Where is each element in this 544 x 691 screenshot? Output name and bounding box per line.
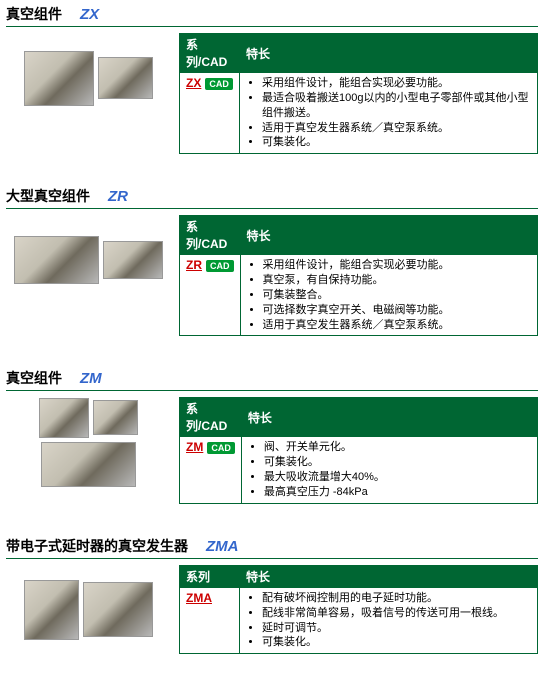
feature-item: 可集装化。 xyxy=(264,455,531,470)
product-image-placeholder xyxy=(24,580,79,640)
product-image-area xyxy=(6,397,171,487)
table-row: ZR CAD 采用组件设计，能组合实现必要功能。真空泵，有自保持功能。可集装整合。可… xyxy=(180,255,538,336)
section-code: ZR xyxy=(108,188,128,205)
section-header: 大型真空组件 ZR xyxy=(6,186,538,209)
product-image-placeholder xyxy=(103,241,163,279)
section-title: 真空组件 xyxy=(6,370,62,386)
features-cell: 采用组件设计，能组合实现必要功能。真空泵，有自保持功能。可集装整合。可选择数字真… xyxy=(240,255,538,336)
col-header-features: 特长 xyxy=(241,398,537,437)
table-row: ZX CAD 采用组件设计，能组合实现必要功能。最适合吸着搬送100g以内的小型电子… xyxy=(180,73,538,154)
series-link[interactable]: ZX xyxy=(186,76,201,90)
table-row: ZMA 配有破坏阀控制用的电子延时功能。配线非常简单容易，吸着信号的传送可用一根线… xyxy=(180,587,538,653)
section-body: 系列/CAD特长 ZX CAD 采用组件设计，能组合实现必要功能。最适合吸着搬送100… xyxy=(6,33,538,154)
series-cell: ZM CAD xyxy=(180,437,242,503)
series-cell: ZR CAD xyxy=(180,255,241,336)
product-section: 大型真空组件ZR系列/CAD特长ZRCAD采用组件设计，能组合实现必要功能。真空… xyxy=(6,186,538,336)
feature-item: 适用于真空发生器系统／真空泵系统。 xyxy=(263,318,532,333)
product-image-area xyxy=(6,215,171,305)
product-section: 真空组件ZX系列/CAD特长ZXCAD采用组件设计，能组合实现必要功能。最适合吸… xyxy=(6,4,538,154)
product-section: 真空组件ZM系列/CAD特长ZMCAD阀、开关单元化。可集装化。最大吸收流量增大… xyxy=(6,368,538,503)
col-header-series: 系列 xyxy=(180,565,240,587)
section-header: 带电子式延时器的真空发生器 ZMA xyxy=(6,536,538,559)
product-image-placeholder xyxy=(93,400,138,435)
section-title: 大型真空组件 xyxy=(6,188,90,204)
cad-badge[interactable]: CAD xyxy=(205,78,233,90)
section-body: 系列/CAD特长 ZM CAD 阀、开关单元化。可集装化。最大吸收流量增大40%。最高… xyxy=(6,397,538,503)
features-list: 采用组件设计，能组合实现必要功能。真空泵，有自保持功能。可集装整合。可选择数字真… xyxy=(247,258,532,332)
features-cell: 配有破坏阀控制用的电子延时功能。配线非常简单容易，吸着信号的传送可用一根线。延时… xyxy=(240,587,538,653)
feature-item: 延时可调节。 xyxy=(262,621,531,636)
table-row: ZM CAD 阀、开关单元化。可集装化。最大吸收流量增大40%。最高真空压力 -84… xyxy=(180,437,538,503)
col-header-features: 特长 xyxy=(240,216,538,255)
product-image-area xyxy=(6,565,171,655)
col-header-series: 系列/CAD xyxy=(180,398,242,437)
section-body: 系列/CAD特长 ZR CAD 采用组件设计，能组合实现必要功能。真空泵，有自保持功能… xyxy=(6,215,538,336)
cad-badge[interactable]: CAD xyxy=(206,260,234,272)
section-header: 真空组件 ZM xyxy=(6,368,538,391)
product-image-placeholder xyxy=(14,236,99,284)
feature-item: 可集装化。 xyxy=(262,135,531,150)
product-image-placeholder xyxy=(39,398,89,438)
cad-badge[interactable]: CAD xyxy=(207,442,235,454)
features-list: 采用组件设计，能组合实现必要功能。最适合吸着搬送100g以内的小型电子零部件或其… xyxy=(246,76,531,150)
feature-item: 可集装化。 xyxy=(262,635,531,650)
features-cell: 阀、开关单元化。可集装化。最大吸收流量增大40%。最高真空压力 -84kPa xyxy=(241,437,537,503)
features-list: 配有破坏阀控制用的电子延时功能。配线非常简单容易，吸着信号的传送可用一根线。延时… xyxy=(246,591,531,650)
series-link[interactable]: ZM xyxy=(186,440,203,454)
section-header: 真空组件 ZX xyxy=(6,4,538,27)
feature-item: 配线非常简单容易，吸着信号的传送可用一根线。 xyxy=(262,606,531,621)
spec-table: 系列/CAD特长 ZX CAD 采用组件设计，能组合实现必要功能。最适合吸着搬送100… xyxy=(179,33,538,154)
series-link[interactable]: ZR xyxy=(186,258,202,272)
series-cell: ZMA xyxy=(180,587,240,653)
section-title: 真空组件 xyxy=(6,6,62,22)
feature-item: 采用组件设计，能组合实现必要功能。 xyxy=(263,258,532,273)
series-cell: ZX CAD xyxy=(180,73,240,154)
section-code: ZMA xyxy=(206,538,239,555)
spec-table: 系列/CAD特长 ZM CAD 阀、开关单元化。可集装化。最大吸收流量增大40%。最高… xyxy=(179,397,538,503)
feature-item: 适用于真空发生器系统／真空泵系统。 xyxy=(262,121,531,136)
col-header-features: 特长 xyxy=(240,565,538,587)
col-header-series: 系列/CAD xyxy=(180,216,241,255)
product-image-placeholder xyxy=(24,51,94,106)
section-code: ZM xyxy=(80,370,102,387)
section-body: 系列特长 ZMA 配有破坏阀控制用的电子延时功能。配线非常简单容易，吸着信号的传送可… xyxy=(6,565,538,655)
features-cell: 采用组件设计，能组合实现必要功能。最适合吸着搬送100g以内的小型电子零部件或其… xyxy=(240,73,538,154)
feature-item: 真空泵，有自保持功能。 xyxy=(263,273,532,288)
product-image-placeholder xyxy=(41,442,136,487)
section-title: 带电子式延时器的真空发生器 xyxy=(6,538,188,554)
series-link[interactable]: ZMA xyxy=(186,591,212,605)
col-header-series: 系列/CAD xyxy=(180,34,240,73)
section-code: ZX xyxy=(80,6,99,23)
col-header-features: 特长 xyxy=(240,34,538,73)
spec-table: 系列/CAD特长 ZR CAD 采用组件设计，能组合实现必要功能。真空泵，有自保持功能… xyxy=(179,215,538,336)
product-image-placeholder xyxy=(98,57,153,99)
feature-item: 可集装整合。 xyxy=(263,288,532,303)
product-image-placeholder xyxy=(83,582,153,637)
feature-item: 最高真空压力 -84kPa xyxy=(264,485,531,500)
feature-item: 最大吸收流量增大40%。 xyxy=(264,470,531,485)
feature-item: 阀、开关单元化。 xyxy=(264,440,531,455)
product-section: 带电子式延时器的真空发生器ZMA系列特长ZMA配有破坏阀控制用的电子延时功能。配… xyxy=(6,536,538,655)
feature-item: 可选择数字真空开关、电磁阀等功能。 xyxy=(263,303,532,318)
features-list: 阀、开关单元化。可集装化。最大吸收流量增大40%。最高真空压力 -84kPa xyxy=(248,440,531,499)
spec-table: 系列特长 ZMA 配有破坏阀控制用的电子延时功能。配线非常简单容易，吸着信号的传送可… xyxy=(179,565,538,654)
feature-item: 配有破坏阀控制用的电子延时功能。 xyxy=(262,591,531,606)
product-image-area xyxy=(6,33,171,123)
feature-item: 采用组件设计，能组合实现必要功能。 xyxy=(262,76,531,91)
feature-item: 最适合吸着搬送100g以内的小型电子零部件或其他小型组件搬送。 xyxy=(262,91,531,121)
